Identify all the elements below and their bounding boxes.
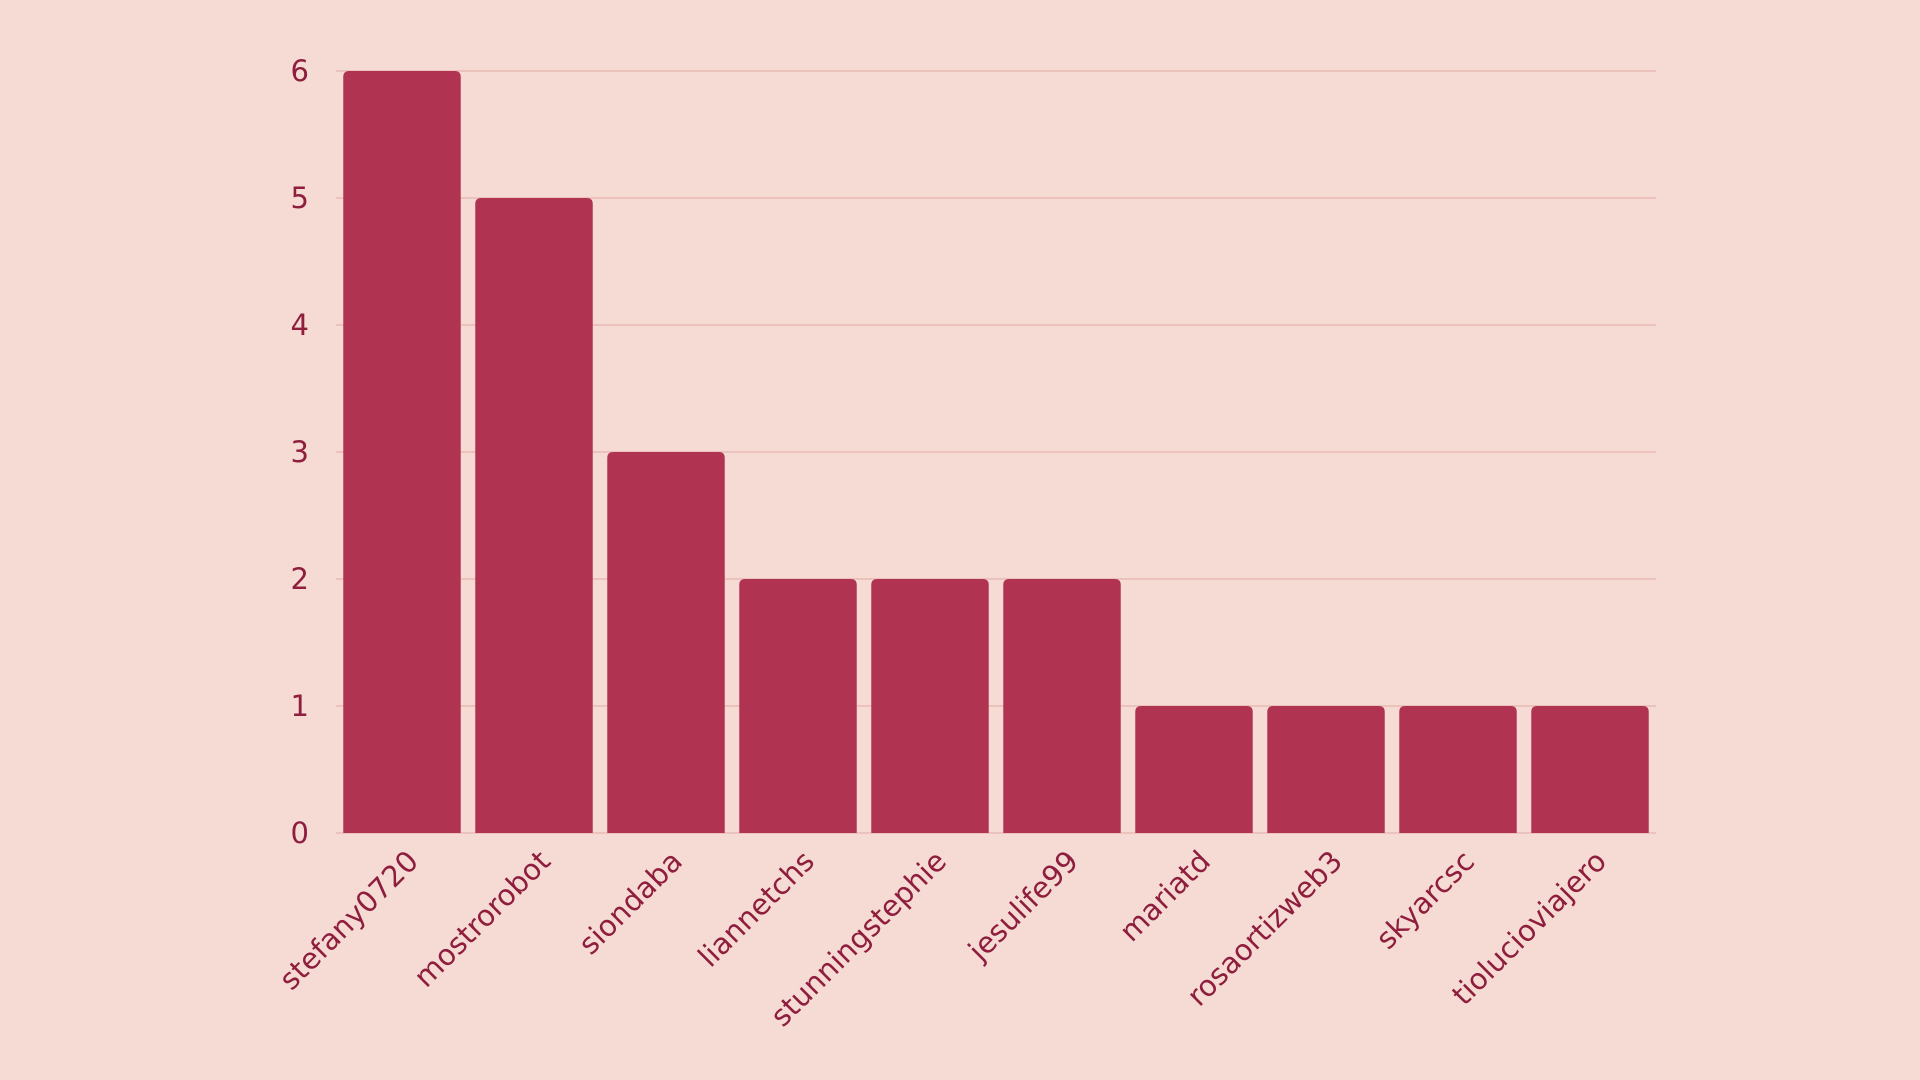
x-tick-label: skyarcsc [1369,844,1481,956]
x-tick-label: mariatd [1113,844,1217,948]
y-tick-label: 5 [291,181,309,215]
bar [475,198,593,833]
bar [871,579,989,833]
x-tick-label: jesulife99 [961,844,1085,968]
bar [739,579,857,833]
bar [1531,706,1649,833]
bar [607,452,725,833]
y-tick-label: 0 [291,816,309,850]
x-tick-label: siondaba [572,844,689,961]
x-tick-label: stefany0720 [272,844,424,996]
x-tick-label: mostrorobot [407,844,557,994]
y-tick-label: 4 [291,308,309,342]
bar [1003,579,1121,833]
bar [1399,706,1517,833]
y-tick-label: 6 [291,54,309,88]
y-tick-label: 2 [291,562,309,596]
bar [1267,706,1385,833]
x-tick-label: liannetchs [691,844,821,974]
bar [1135,706,1253,833]
bar [343,71,461,833]
y-tick-label: 1 [291,689,309,723]
y-tick-label: 3 [291,435,309,469]
